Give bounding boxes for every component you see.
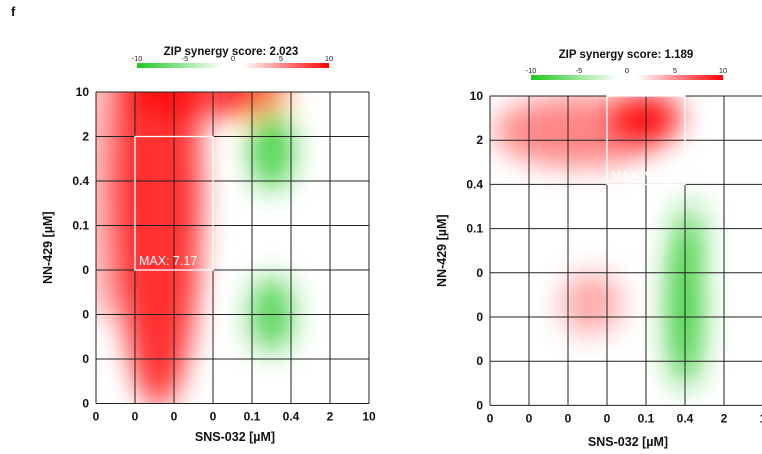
x-tick-label: 0: [604, 411, 611, 425]
synergy-region: [560, 272, 623, 335]
chart-title: ZIP synergy score: 2.023: [164, 46, 299, 58]
x-axis-label: SNS-032 [µM]: [195, 430, 275, 444]
x-tick-label: 0: [171, 410, 178, 424]
colorbar-tick: 10: [719, 66, 727, 75]
y-tick-label: 0: [82, 352, 89, 366]
max-synergy-box: [134, 135, 214, 271]
x-tick-label: 0.4: [677, 411, 694, 425]
panel-letter: f: [11, 4, 16, 19]
y-tick-label: 10: [76, 85, 90, 99]
x-tick-label: 0: [132, 410, 139, 424]
x-tick-label: 0.1: [638, 411, 655, 425]
y-axis-label: NN-429 [µM]: [41, 212, 55, 285]
max-synergy-box: [606, 95, 686, 186]
synergy-region: [673, 202, 705, 273]
synergy-region: [213, 92, 268, 119]
y-tick-label: 0: [82, 397, 89, 411]
x-tick-label: 0: [565, 411, 572, 425]
y-tick-label: 0: [476, 398, 483, 412]
chart-title: ZIP synergy score: 1.189: [559, 49, 694, 61]
x-tick-label: 0: [487, 411, 494, 425]
y-tick-label: 0.1: [466, 222, 483, 236]
colorbar-tick: 0: [625, 66, 629, 75]
heatmap-panel-1: ZIP synergy score: 2.023 -10 -5 0 5 10 MAX: 7.…: [41, 46, 376, 444]
y-tick-label: 2: [476, 133, 483, 147]
x-tick-label: 10: [362, 410, 376, 424]
colorbar-tick: 5: [673, 66, 677, 75]
y-tick-label: 0: [476, 310, 483, 324]
colorbar-tick: 0: [231, 54, 235, 63]
x-axis-label: SNS-032 [µM]: [588, 435, 668, 449]
y-tick-label: 2: [82, 130, 89, 144]
synergy-region: [115, 92, 202, 404]
colorbar-tick: 10: [325, 54, 333, 63]
synergy-region: [250, 109, 293, 190]
colorbar-tick: -10: [132, 54, 143, 63]
synergy-region: [96, 92, 132, 324]
synergy-region: [493, 96, 666, 167]
x-tick-label: 2: [721, 411, 728, 425]
x-tick-label: 1: [760, 411, 762, 425]
x-tick-label: 2: [327, 410, 334, 424]
y-tick-label: 0.1: [72, 219, 89, 233]
y-tick-label: 0: [82, 308, 89, 322]
x-tick-label: 0.1: [244, 410, 261, 424]
y-axis-label: NN-429 [µM]: [435, 214, 449, 287]
x-tick-label: 0: [210, 410, 217, 424]
x-tick-label: 0: [526, 411, 533, 425]
x-tick-label: 0: [93, 410, 100, 424]
y-tick-label: 0: [476, 354, 483, 368]
x-tick-label: 0.4: [283, 410, 300, 424]
y-tick-label: 0.4: [72, 174, 89, 188]
y-tick-label: 10: [470, 89, 484, 103]
max-synergy-label: MAX: 7.17: [139, 254, 197, 268]
max-synergy-label: MAX: 9.83: [611, 168, 669, 182]
y-tick-label: 0.4: [466, 177, 483, 191]
colorbar-tick: -5: [182, 54, 189, 63]
colorbar-tick: 5: [279, 54, 283, 63]
colorbar-tick: -5: [576, 66, 583, 75]
colorbar: [137, 63, 329, 68]
y-tick-label: 0: [476, 266, 483, 280]
y-tick-label: 0: [82, 263, 89, 277]
colorbar-tick: -10: [526, 66, 537, 75]
colorbar: [531, 75, 723, 80]
